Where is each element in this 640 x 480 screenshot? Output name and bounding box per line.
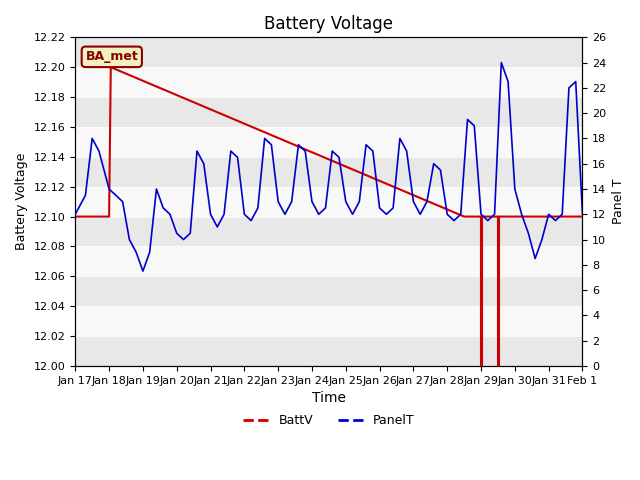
Bar bbox=[76, 246, 582, 276]
Bar bbox=[76, 336, 582, 366]
Legend: BattV, PanelT: BattV, PanelT bbox=[238, 409, 419, 432]
Bar bbox=[76, 157, 582, 187]
Bar bbox=[76, 127, 582, 157]
Text: BA_met: BA_met bbox=[85, 50, 138, 63]
Bar bbox=[76, 37, 582, 67]
X-axis label: Time: Time bbox=[312, 391, 346, 405]
Bar bbox=[76, 97, 582, 127]
Y-axis label: Battery Voltage: Battery Voltage bbox=[15, 153, 28, 251]
Bar bbox=[76, 67, 582, 97]
Bar bbox=[76, 276, 582, 306]
Bar bbox=[76, 306, 582, 336]
Bar bbox=[76, 216, 582, 246]
Y-axis label: Panel T: Panel T bbox=[612, 179, 625, 225]
Bar bbox=[76, 187, 582, 216]
Title: Battery Voltage: Battery Voltage bbox=[264, 15, 394, 33]
